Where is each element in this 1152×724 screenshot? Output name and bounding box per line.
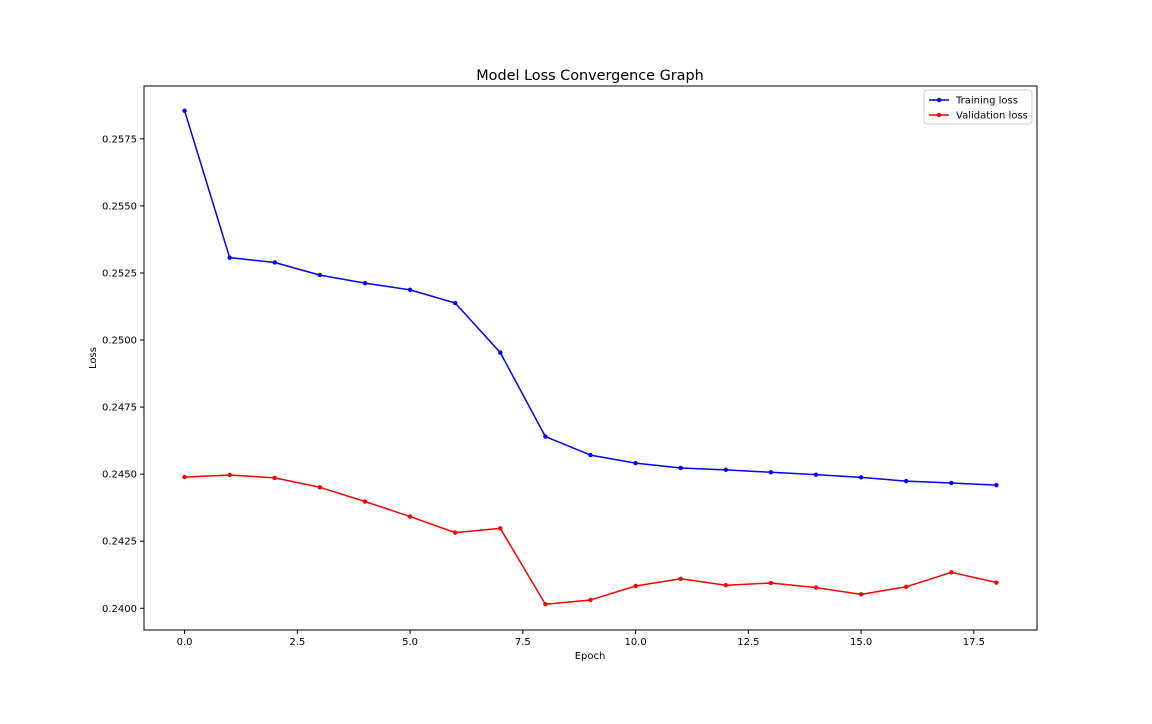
x-tick-label-6: 15.0: [850, 637, 872, 648]
data-point-s1-17: [949, 570, 954, 575]
x-axis-label: Epoch: [575, 651, 606, 662]
x-tick-label-7: 17.5: [963, 637, 985, 648]
data-point-s1-5: [407, 514, 413, 519]
x-tick-label-1: 2.5: [289, 637, 305, 648]
data-point-s0-6: [452, 300, 458, 306]
data-point-s0-2: [272, 260, 277, 265]
data-point-s1-9: [588, 597, 593, 603]
x-tick-label-2: 5.0: [402, 637, 418, 648]
y-tick-label-6: 0.2550: [102, 201, 137, 212]
data-point-s1-7: [498, 526, 503, 531]
data-point-s1-15: [858, 592, 864, 597]
data-point-s1-8: [543, 602, 548, 607]
y-tick-label-4: 0.2500: [102, 336, 137, 347]
y-tick-label-1: 0.2425: [102, 537, 137, 548]
data-point-s0-11: [678, 465, 683, 471]
data-point-s1-14: [813, 585, 819, 590]
data-point-s1-16: [904, 584, 909, 590]
y-tick-label-7: 0.2575: [102, 134, 137, 145]
data-point-s1-13: [768, 580, 774, 586]
data-point-s0-3: [317, 272, 323, 278]
legend-box: [923, 89, 1033, 125]
axis-ticks: 0.0 2.5 5.0 7.5 10.0 12.5 15.0 17.5 0.2400 0.2425…: [102, 134, 985, 648]
data-point-s0-16: [904, 478, 909, 484]
plot-frame: [143, 85, 1038, 631]
data-point-s1-3: [317, 485, 323, 490]
data-point-s0-5: [407, 287, 413, 293]
data-point-s0-10: [633, 460, 638, 466]
data-point-s0-0: [182, 108, 187, 113]
legend-label-1: Validation loss: [956, 111, 1028, 122]
data-point-s0-1: [227, 255, 232, 260]
data-point-s0-15: [858, 475, 864, 480]
data-point-s1-11: [678, 576, 683, 581]
data-point-s0-14: [813, 472, 819, 477]
data-point-s1-4: [362, 499, 368, 504]
legend-marker-1: [936, 112, 942, 118]
y-axis-label: Loss: [88, 347, 99, 369]
data-point-s0-18: [994, 482, 999, 488]
data-point-s1-18: [994, 580, 999, 585]
chart-title: Model Loss Convergence Graph: [476, 68, 704, 84]
y-tick-label-0: 0.2400: [102, 604, 137, 615]
x-tick-label-3: 7.5: [515, 637, 531, 648]
data-point-s1-1: [227, 472, 232, 478]
data-point-s0-7: [498, 350, 503, 355]
data-point-s1-10: [633, 583, 638, 589]
data-point-s0-4: [362, 280, 368, 286]
legend: Training loss Validation loss: [923, 89, 1033, 125]
data-point-s1-0: [182, 474, 187, 480]
y-tick-label-2: 0.2450: [102, 470, 137, 481]
y-tick-label-5: 0.2525: [102, 268, 137, 279]
data-point-s0-12: [723, 467, 729, 473]
data-point-s0-8: [543, 434, 548, 439]
data-point-s0-9: [588, 452, 593, 458]
data-point-s1-12: [723, 583, 729, 588]
x-tick-label-5: 12.5: [737, 637, 759, 648]
data-point-s0-17: [949, 480, 954, 486]
x-tick-label-0: 0.0: [177, 637, 193, 648]
data-point-s0-13: [768, 470, 774, 475]
x-tick-label-4: 10.0: [624, 637, 646, 648]
data-point-s1-6: [452, 530, 458, 535]
data-point-s1-2: [272, 475, 277, 481]
legend-marker-0: [936, 97, 942, 103]
plot-area: [182, 108, 999, 607]
legend-label-0: Training loss: [955, 96, 1018, 107]
y-tick-label-3: 0.2475: [102, 403, 137, 414]
